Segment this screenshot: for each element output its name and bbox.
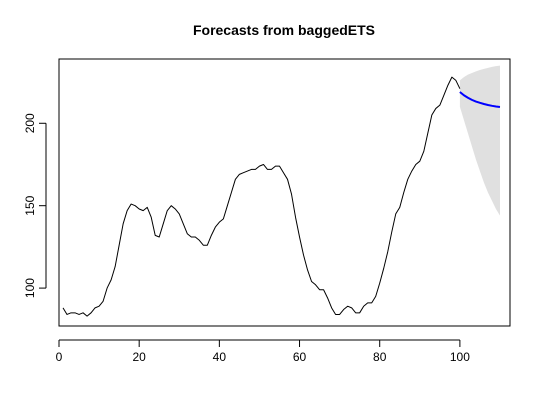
prediction-interval-band bbox=[459, 65, 500, 216]
x-tick-label: 100 bbox=[450, 350, 470, 364]
forecast-series-line bbox=[459, 91, 501, 108]
y-tick-label: 200 bbox=[23, 113, 37, 133]
observed-series-line bbox=[62, 76, 461, 317]
x-tick-label: 40 bbox=[213, 350, 227, 364]
x-tick-label: 80 bbox=[373, 350, 387, 364]
plot-frame bbox=[58, 58, 511, 327]
x-tick-label: 0 bbox=[56, 350, 63, 364]
y-tick-label: 150 bbox=[23, 195, 37, 215]
x-tick-label: 60 bbox=[293, 350, 307, 364]
x-tick-label: 20 bbox=[132, 350, 146, 364]
y-tick-label: 100 bbox=[23, 278, 37, 298]
chart-title: Forecasts from baggedETS bbox=[193, 22, 375, 38]
series-layer bbox=[62, 76, 501, 317]
prediction-interval-layer bbox=[459, 65, 500, 216]
x-axis: 0 20 40 60 80 100 bbox=[56, 339, 470, 364]
y-axis: 100 150 200 bbox=[23, 113, 47, 298]
